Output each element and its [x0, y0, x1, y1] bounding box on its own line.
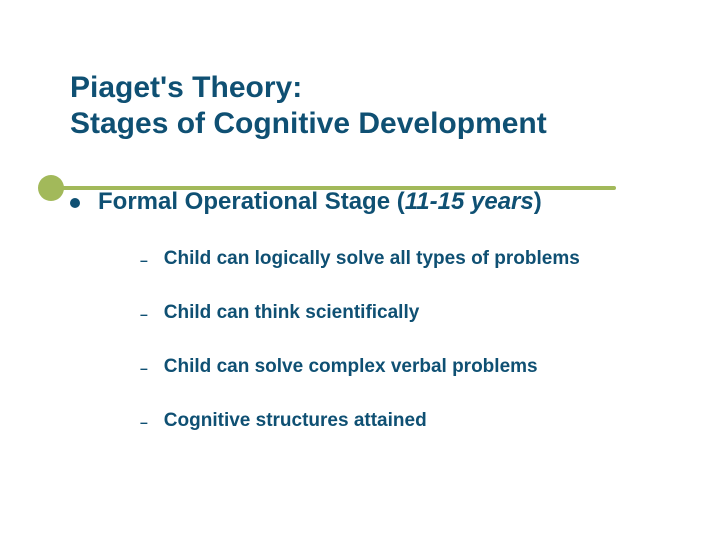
bullet-icon	[70, 198, 80, 208]
list-item: – Child can solve complex verbal problem…	[140, 356, 660, 378]
title-line-2: Stages of Cognitive Development	[70, 107, 547, 140]
main-prefix: Formal Operational Stage (	[98, 188, 405, 215]
main-bullet: Formal Operational Stage (11-15 years)	[70, 188, 660, 216]
accent-dot-icon	[38, 175, 64, 201]
list-item: – Child can think scientifically	[140, 302, 660, 324]
dash-icon: –	[140, 414, 148, 430]
list-item: – Cognitive structures attained	[140, 410, 660, 432]
main-suffix: )	[534, 188, 542, 215]
slide-title: Piaget's Theory: Stages of Cognitive Dev…	[70, 70, 660, 142]
list-item: – Child can logically solve all types of…	[140, 248, 660, 270]
dash-icon: –	[140, 252, 148, 268]
accent-line	[46, 186, 616, 190]
main-point-text: Formal Operational Stage (11-15 years)	[98, 188, 542, 216]
sub-text: Cognitive structures attained	[164, 410, 427, 432]
dash-icon: –	[140, 306, 148, 322]
title-line-1: Piaget's Theory:	[70, 71, 302, 104]
sub-text: Child can think scientifically	[164, 302, 420, 324]
main-italic: 11-15 years	[405, 188, 534, 215]
sub-list: – Child can logically solve all types of…	[140, 248, 660, 432]
sub-text: Child can solve complex verbal problems	[164, 356, 538, 378]
sub-text: Child can logically solve all types of p…	[164, 248, 580, 270]
dash-icon: –	[140, 360, 148, 376]
slide: Piaget's Theory: Stages of Cognitive Dev…	[0, 0, 720, 540]
content-area: Formal Operational Stage (11-15 years) –…	[70, 188, 660, 432]
